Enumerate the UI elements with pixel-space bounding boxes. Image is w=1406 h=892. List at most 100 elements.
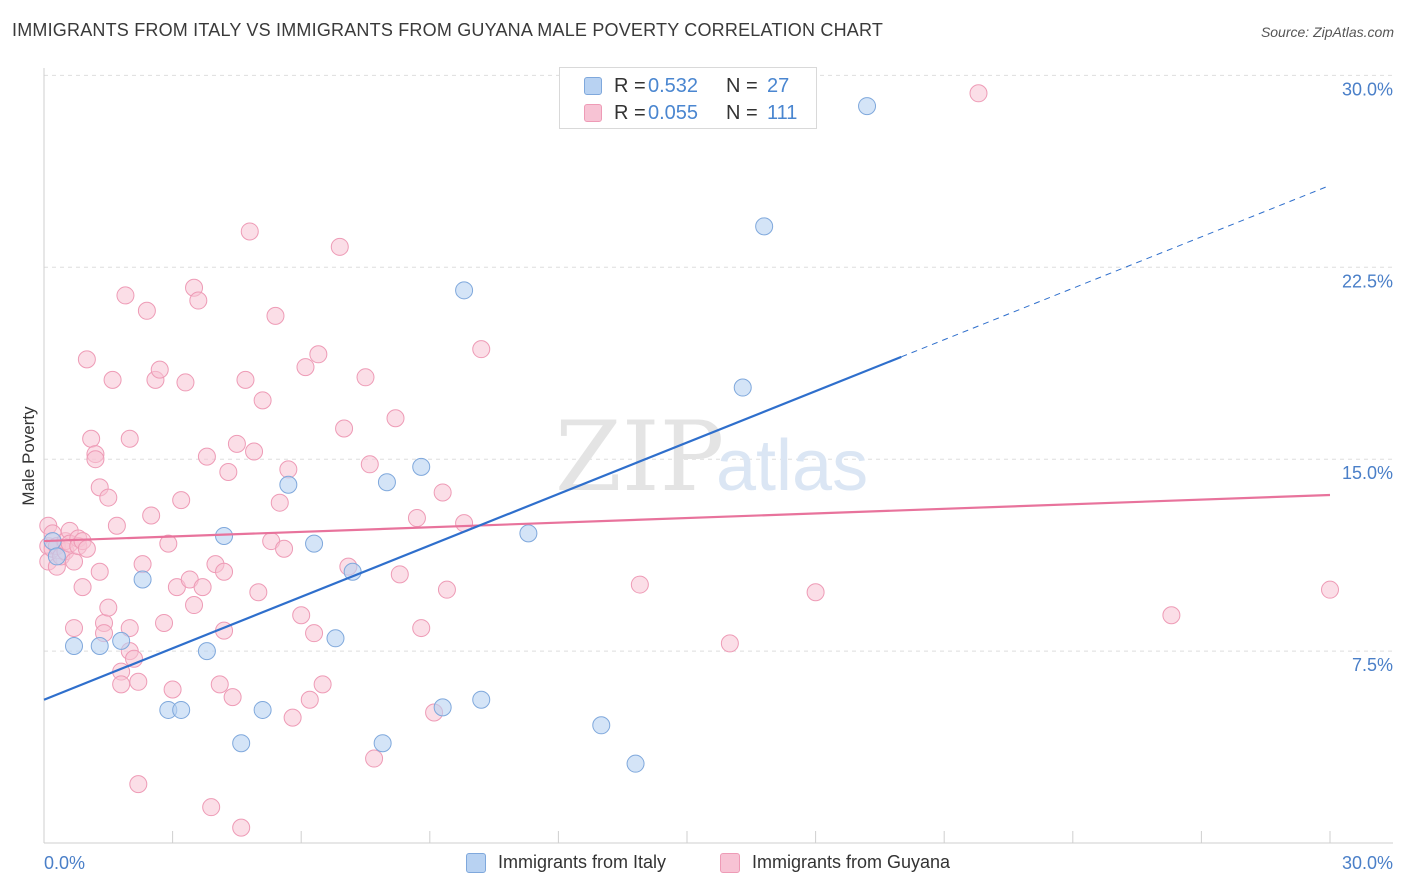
guyana-point	[215, 562, 234, 581]
series-legend-italy[interactable]: Immigrants from Italy	[466, 852, 666, 873]
guyana-point	[472, 340, 491, 359]
legend-r-label: R =	[614, 74, 646, 97]
chart-source: Source: ZipAtlas.com	[1260, 24, 1394, 40]
guyana-point	[253, 391, 272, 410]
guyana-point	[129, 775, 148, 794]
guyana-point	[437, 580, 456, 599]
italy-point	[279, 475, 298, 494]
guyana-point	[90, 562, 109, 581]
guyana-point	[335, 419, 354, 438]
legend-r-label: R =	[614, 101, 646, 124]
guyana-point	[365, 749, 384, 768]
guyana-point	[1162, 606, 1181, 625]
series-label-guyana: Immigrants from Guyana	[752, 852, 951, 872]
italy-point	[472, 690, 491, 709]
italy-point	[455, 281, 474, 300]
guyana-point	[82, 429, 101, 448]
guyana-point	[270, 493, 289, 512]
italy-point	[215, 526, 234, 545]
guyana-point	[172, 491, 191, 510]
tick-labels: 7.5% 15.0% 22.5% 30.0% 0.0% 30.0%	[43, 79, 1393, 873]
italy-point	[133, 570, 152, 589]
guyana-point	[73, 578, 92, 597]
guyana-point	[330, 237, 349, 256]
watermark-zip: ZIP	[555, 401, 724, 513]
guyana-point	[129, 672, 148, 691]
series-legend-guyana[interactable]: Immigrants from Guyana	[720, 852, 950, 873]
legend-row-guyana: R = 0.055 N = 111	[584, 100, 797, 126]
guyana-point	[720, 634, 739, 653]
italy-point	[232, 734, 251, 753]
italy-trend-line	[43, 355, 902, 701]
guyana-point	[219, 462, 238, 481]
guyana-point	[630, 575, 649, 594]
y-tick-label: 15.0%	[1342, 463, 1393, 483]
y-axis-label: Male Poverty	[19, 406, 38, 506]
y-tick-label: 30.0%	[1342, 79, 1393, 99]
guyana-point	[77, 350, 96, 369]
legend-n-label: N =	[726, 74, 758, 97]
italy-point	[253, 700, 272, 719]
guyana-point	[1321, 580, 1339, 599]
x-tick-label: 0.0%	[44, 853, 85, 873]
guyana-point	[210, 675, 229, 694]
guyana-point	[103, 370, 122, 389]
italy-point	[305, 534, 324, 553]
legend-swatch-guyana	[584, 104, 602, 122]
guyana-point	[120, 429, 139, 448]
guyana-point	[249, 583, 268, 602]
guyana-point	[236, 370, 255, 389]
italy-point	[592, 716, 611, 735]
guyana-point	[65, 552, 84, 571]
guyana-point	[390, 565, 409, 584]
axes	[43, 68, 1393, 844]
guyana-point	[159, 534, 178, 553]
series-swatch-guyana	[720, 852, 740, 873]
trend-lines	[43, 184, 1331, 701]
legend-n-value: 27	[767, 74, 790, 97]
guyana-point	[232, 818, 251, 837]
legend-n-label: N =	[726, 101, 758, 124]
chart-title: IMMIGRANTS FROM ITALY VS IMMIGRANTS FROM…	[12, 20, 884, 40]
guyana-point	[86, 450, 105, 469]
guyana-point	[197, 447, 216, 466]
italy-point	[433, 698, 452, 717]
series-label-italy: Immigrants from Italy	[498, 852, 667, 872]
correlation-legend: R = 0.532 N = 27 R = 0.055 N = 111	[559, 67, 817, 129]
guyana-point	[283, 708, 302, 727]
x-tick-label: 30.0%	[1342, 853, 1393, 873]
guyana-point	[107, 516, 126, 535]
y-tick-label: 22.5%	[1342, 271, 1393, 291]
italy-point	[519, 524, 538, 543]
series-swatch-italy	[466, 852, 486, 873]
legend-r-value: 0.055	[648, 101, 699, 124]
guyana-point	[163, 680, 182, 699]
guyana-point	[266, 306, 285, 325]
italy-point	[626, 754, 645, 773]
series-legend: Immigrants from Italy Immigrants from Gu…	[0, 850, 1406, 878]
guyana-point	[279, 460, 298, 479]
guyana-point	[240, 222, 259, 241]
guyana-point	[360, 455, 379, 474]
y-tick-label: 7.5%	[1352, 655, 1393, 675]
guyana-point	[77, 539, 96, 558]
guyana-point	[313, 675, 332, 694]
italy-point	[412, 457, 431, 476]
data-points	[39, 84, 1339, 837]
legend-n-value: 111	[767, 101, 798, 124]
italy-point	[172, 700, 191, 719]
italy-point	[733, 378, 752, 397]
guyana-point	[155, 613, 174, 632]
italy-trend-extension	[901, 184, 1331, 358]
guyana-point	[245, 442, 264, 461]
guyana-point	[133, 555, 152, 574]
guyana-point	[292, 606, 311, 625]
italy-point	[65, 636, 84, 655]
guyana-point	[223, 688, 242, 707]
legend-swatch-italy	[584, 77, 602, 95]
guyana-point	[176, 373, 195, 392]
guyana-point	[275, 539, 294, 558]
italy-point	[112, 631, 131, 650]
guyana-point	[202, 798, 221, 817]
